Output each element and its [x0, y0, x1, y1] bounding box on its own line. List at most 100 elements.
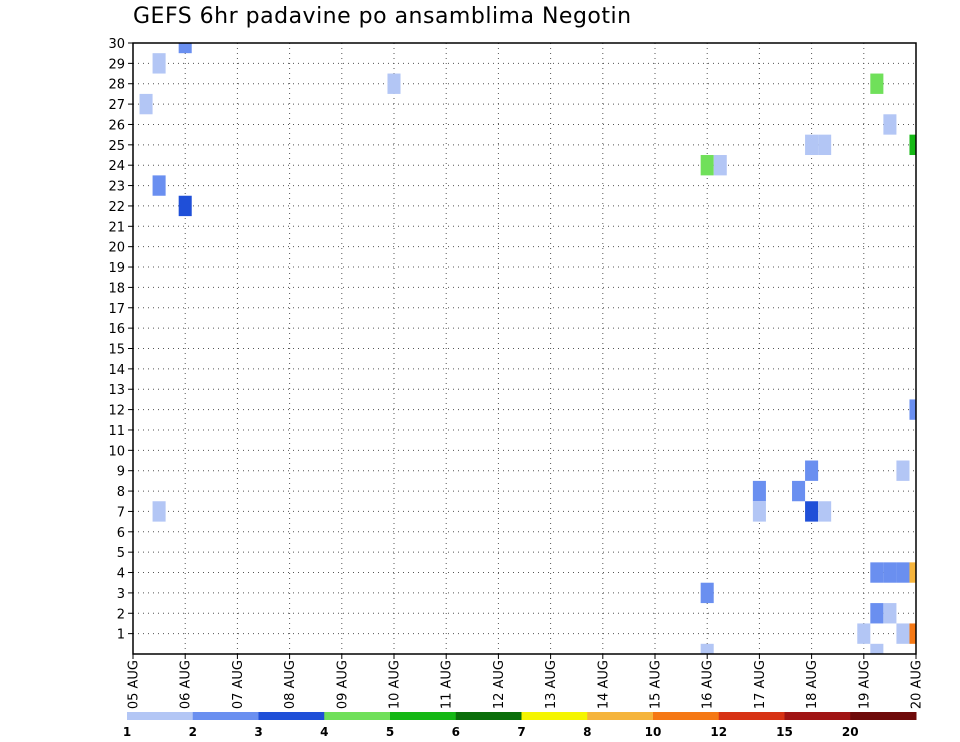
y-tick-label: 5: [117, 546, 125, 561]
precip-cell: [818, 134, 832, 156]
precip-cell: [870, 643, 884, 654]
legend-swatch: [784, 712, 851, 720]
precip-cell: [152, 175, 166, 196]
y-tick-label: 2: [117, 607, 125, 622]
y-tick-label: 3: [117, 587, 125, 602]
legend-swatch: [587, 712, 654, 720]
x-tick-label: 14 AUG: [596, 660, 611, 709]
precip-cell: [896, 623, 910, 644]
legend-swatch: [258, 712, 325, 720]
legend-label: 4: [320, 725, 328, 739]
y-tick-label: 27: [108, 98, 125, 113]
precip-cell: [178, 43, 192, 54]
precip-cell: [896, 562, 910, 583]
x-tick-label: 06 AUG: [179, 660, 194, 709]
y-tick-label: 1: [117, 628, 125, 643]
precip-cell: [870, 73, 884, 94]
x-tick-label: 12 AUG: [492, 660, 507, 709]
y-tick-label: 26: [108, 118, 125, 133]
precip-cell: [805, 501, 819, 522]
legend-swatch: [718, 712, 785, 720]
precip-cell: [752, 480, 766, 502]
precip-cell: [909, 562, 916, 583]
y-tick-label: 28: [108, 78, 125, 93]
y-tick-label: 4: [117, 567, 125, 582]
precip-cell: [883, 603, 897, 624]
legend-label: 7: [517, 725, 525, 739]
y-tick-label: 6: [117, 526, 125, 541]
x-tick-label: 19 AUG: [857, 660, 872, 709]
y-tick-label: 19: [108, 261, 125, 276]
y-tick-label: 13: [108, 383, 125, 398]
legend-label: 12: [710, 725, 727, 739]
legend-label: 20: [842, 725, 859, 739]
precip-cell: [909, 134, 916, 156]
legend-swatch: [390, 712, 457, 720]
precip-cell: [805, 460, 819, 481]
y-tick-label: 15: [108, 343, 125, 358]
y-tick-label: 25: [108, 139, 125, 154]
precip-cell: [152, 53, 166, 74]
precip-cell: [909, 623, 916, 644]
y-tick-label: 30: [108, 37, 125, 52]
precip-cell: [870, 603, 884, 624]
precip-cell: [896, 460, 910, 481]
precip-cell: [178, 195, 192, 217]
legend-swatch: [653, 712, 720, 720]
legend-swatch: [455, 712, 522, 720]
precip-cell: [805, 134, 819, 156]
y-tick-label: 22: [108, 200, 125, 215]
legend-swatch: [324, 712, 391, 720]
y-tick-label: 20: [108, 241, 125, 256]
precip-cell: [857, 623, 871, 644]
x-tick-label: 20 AUG: [910, 660, 925, 709]
y-tick-label: 9: [117, 465, 125, 480]
legend-label: 8: [583, 725, 591, 739]
precip-cell: [700, 155, 714, 176]
x-tick-label: 05 AUG: [127, 660, 142, 709]
precip-cell: [818, 501, 832, 522]
legend-label: 6: [452, 725, 460, 739]
precip-cell: [713, 155, 727, 176]
precip-cell: [700, 582, 714, 604]
precip-cell: [752, 501, 766, 522]
y-tick-label: 7: [117, 505, 125, 520]
x-tick-label: 16 AUG: [701, 660, 716, 709]
precip-cell: [152, 501, 166, 522]
legend-label: 15: [776, 725, 793, 739]
x-tick-label: 13 AUG: [544, 660, 559, 709]
legend-label: 5: [386, 725, 394, 739]
y-tick-label: 16: [108, 322, 125, 337]
x-tick-label: 11 AUG: [440, 660, 455, 709]
y-tick-label: 10: [108, 444, 125, 459]
precip-cell: [139, 93, 153, 115]
y-tick-label: 17: [108, 302, 125, 317]
precip-cell: [909, 399, 916, 420]
legend-swatch: [521, 712, 588, 720]
x-tick-label: 17 AUG: [753, 660, 768, 709]
legend-swatch: [127, 712, 194, 720]
legend-swatch: [192, 712, 259, 720]
precip-cell: [870, 562, 884, 583]
x-tick-label: 18 AUG: [805, 660, 820, 709]
precip-cell: [883, 562, 897, 583]
legend-label: 10: [645, 725, 662, 739]
y-tick-label: 8: [117, 485, 125, 500]
y-tick-label: 18: [108, 281, 125, 296]
precip-cell: [792, 480, 806, 502]
y-tick-label: 29: [108, 57, 125, 72]
y-tick-label: 14: [108, 363, 125, 378]
y-tick-label: 12: [108, 404, 125, 419]
precip-cell: [700, 643, 714, 654]
x-tick-label: 15 AUG: [649, 660, 664, 709]
legend-label: 1: [123, 725, 131, 739]
y-tick-label: 21: [108, 220, 125, 235]
precip-cell: [387, 73, 401, 94]
y-tick-label: 11: [108, 424, 125, 439]
x-tick-label: 09 AUG: [335, 660, 350, 709]
legend-label: 2: [189, 725, 197, 739]
legend-label: 3: [254, 725, 262, 739]
y-tick-label: 24: [108, 159, 125, 174]
y-tick-label: 23: [108, 180, 125, 195]
